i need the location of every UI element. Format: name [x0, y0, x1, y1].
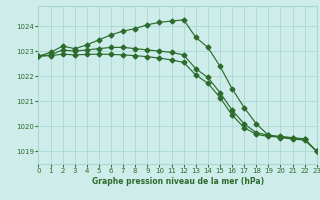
X-axis label: Graphe pression niveau de la mer (hPa): Graphe pression niveau de la mer (hPa)	[92, 177, 264, 186]
